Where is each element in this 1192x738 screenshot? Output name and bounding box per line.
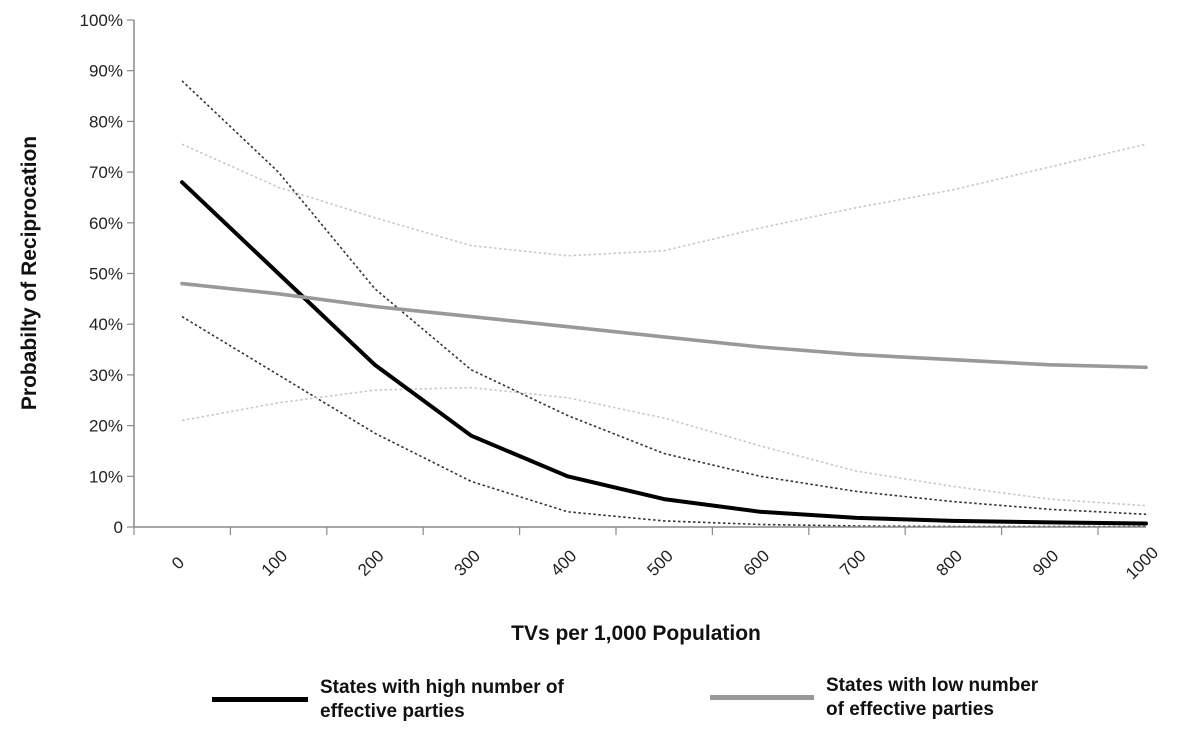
y-tick-label: 60% bbox=[89, 214, 123, 233]
y-tick-label: 100% bbox=[80, 11, 123, 30]
axes bbox=[127, 19, 1146, 535]
y-tick-label: 40% bbox=[89, 315, 123, 334]
legend-swatch-low bbox=[710, 695, 814, 701]
y-tick-label: 90% bbox=[89, 62, 123, 81]
legend-label-low: States with low number of effective part… bbox=[826, 675, 1039, 720]
y-axis-label: Probabilty of Reciprocation bbox=[18, 136, 41, 410]
x-tick-label: 1000 bbox=[1122, 543, 1162, 583]
legend-item-high: States with high number of effective par… bbox=[212, 676, 564, 724]
x-tick-label: 600 bbox=[740, 546, 773, 579]
legend-swatch-high bbox=[212, 697, 308, 703]
y-tick-label: 50% bbox=[89, 265, 123, 284]
x-tick-label: 900 bbox=[1029, 546, 1062, 579]
x-tick-label: 0 bbox=[168, 553, 188, 573]
x-tick-label: 800 bbox=[933, 546, 966, 579]
chart: 0 10% 20% 30% 40% 50% 60% 70% 80% 90% 100% 0 100 200… bbox=[18, 11, 1162, 645]
x-axis-label: TVs per 1,000 Population bbox=[511, 622, 761, 645]
y-tick-label: 10% bbox=[89, 467, 123, 486]
legend-label-high: States with high number of effective par… bbox=[320, 677, 564, 722]
confidence-upper-1 bbox=[181, 143, 1147, 257]
x-tick-label: 500 bbox=[643, 546, 676, 579]
x-tick-label: 700 bbox=[836, 546, 869, 579]
confidence-lower-0 bbox=[181, 315, 1146, 528]
y-tick-label: 0 bbox=[114, 518, 123, 537]
y-tick-labels: 0 10% 20% 30% 40% 50% 60% 70% 80% 90% 100% bbox=[80, 11, 123, 537]
x-tick-label: 400 bbox=[547, 546, 580, 579]
y-tick-label: 70% bbox=[89, 163, 123, 182]
series-line-low bbox=[180, 281, 1148, 370]
confidence-lower-1 bbox=[181, 386, 1147, 507]
legend-item-low: States with low number of effective part… bbox=[710, 674, 1038, 722]
series-lines bbox=[180, 180, 1148, 526]
x-tick-label: 300 bbox=[451, 546, 484, 579]
x-tick-label: 100 bbox=[258, 546, 291, 579]
confidence-upper-0 bbox=[181, 80, 1147, 516]
y-tick-label: 80% bbox=[89, 112, 123, 131]
confidence-bands bbox=[181, 80, 1147, 528]
series-line-high bbox=[180, 180, 1148, 526]
x-tick-labels: 0 100 200 300 400 500 600 700 800 900 1000 bbox=[168, 543, 1162, 583]
y-tick-label: 20% bbox=[89, 417, 123, 436]
y-tick-label: 30% bbox=[89, 366, 123, 385]
x-tick-label: 200 bbox=[354, 546, 387, 579]
